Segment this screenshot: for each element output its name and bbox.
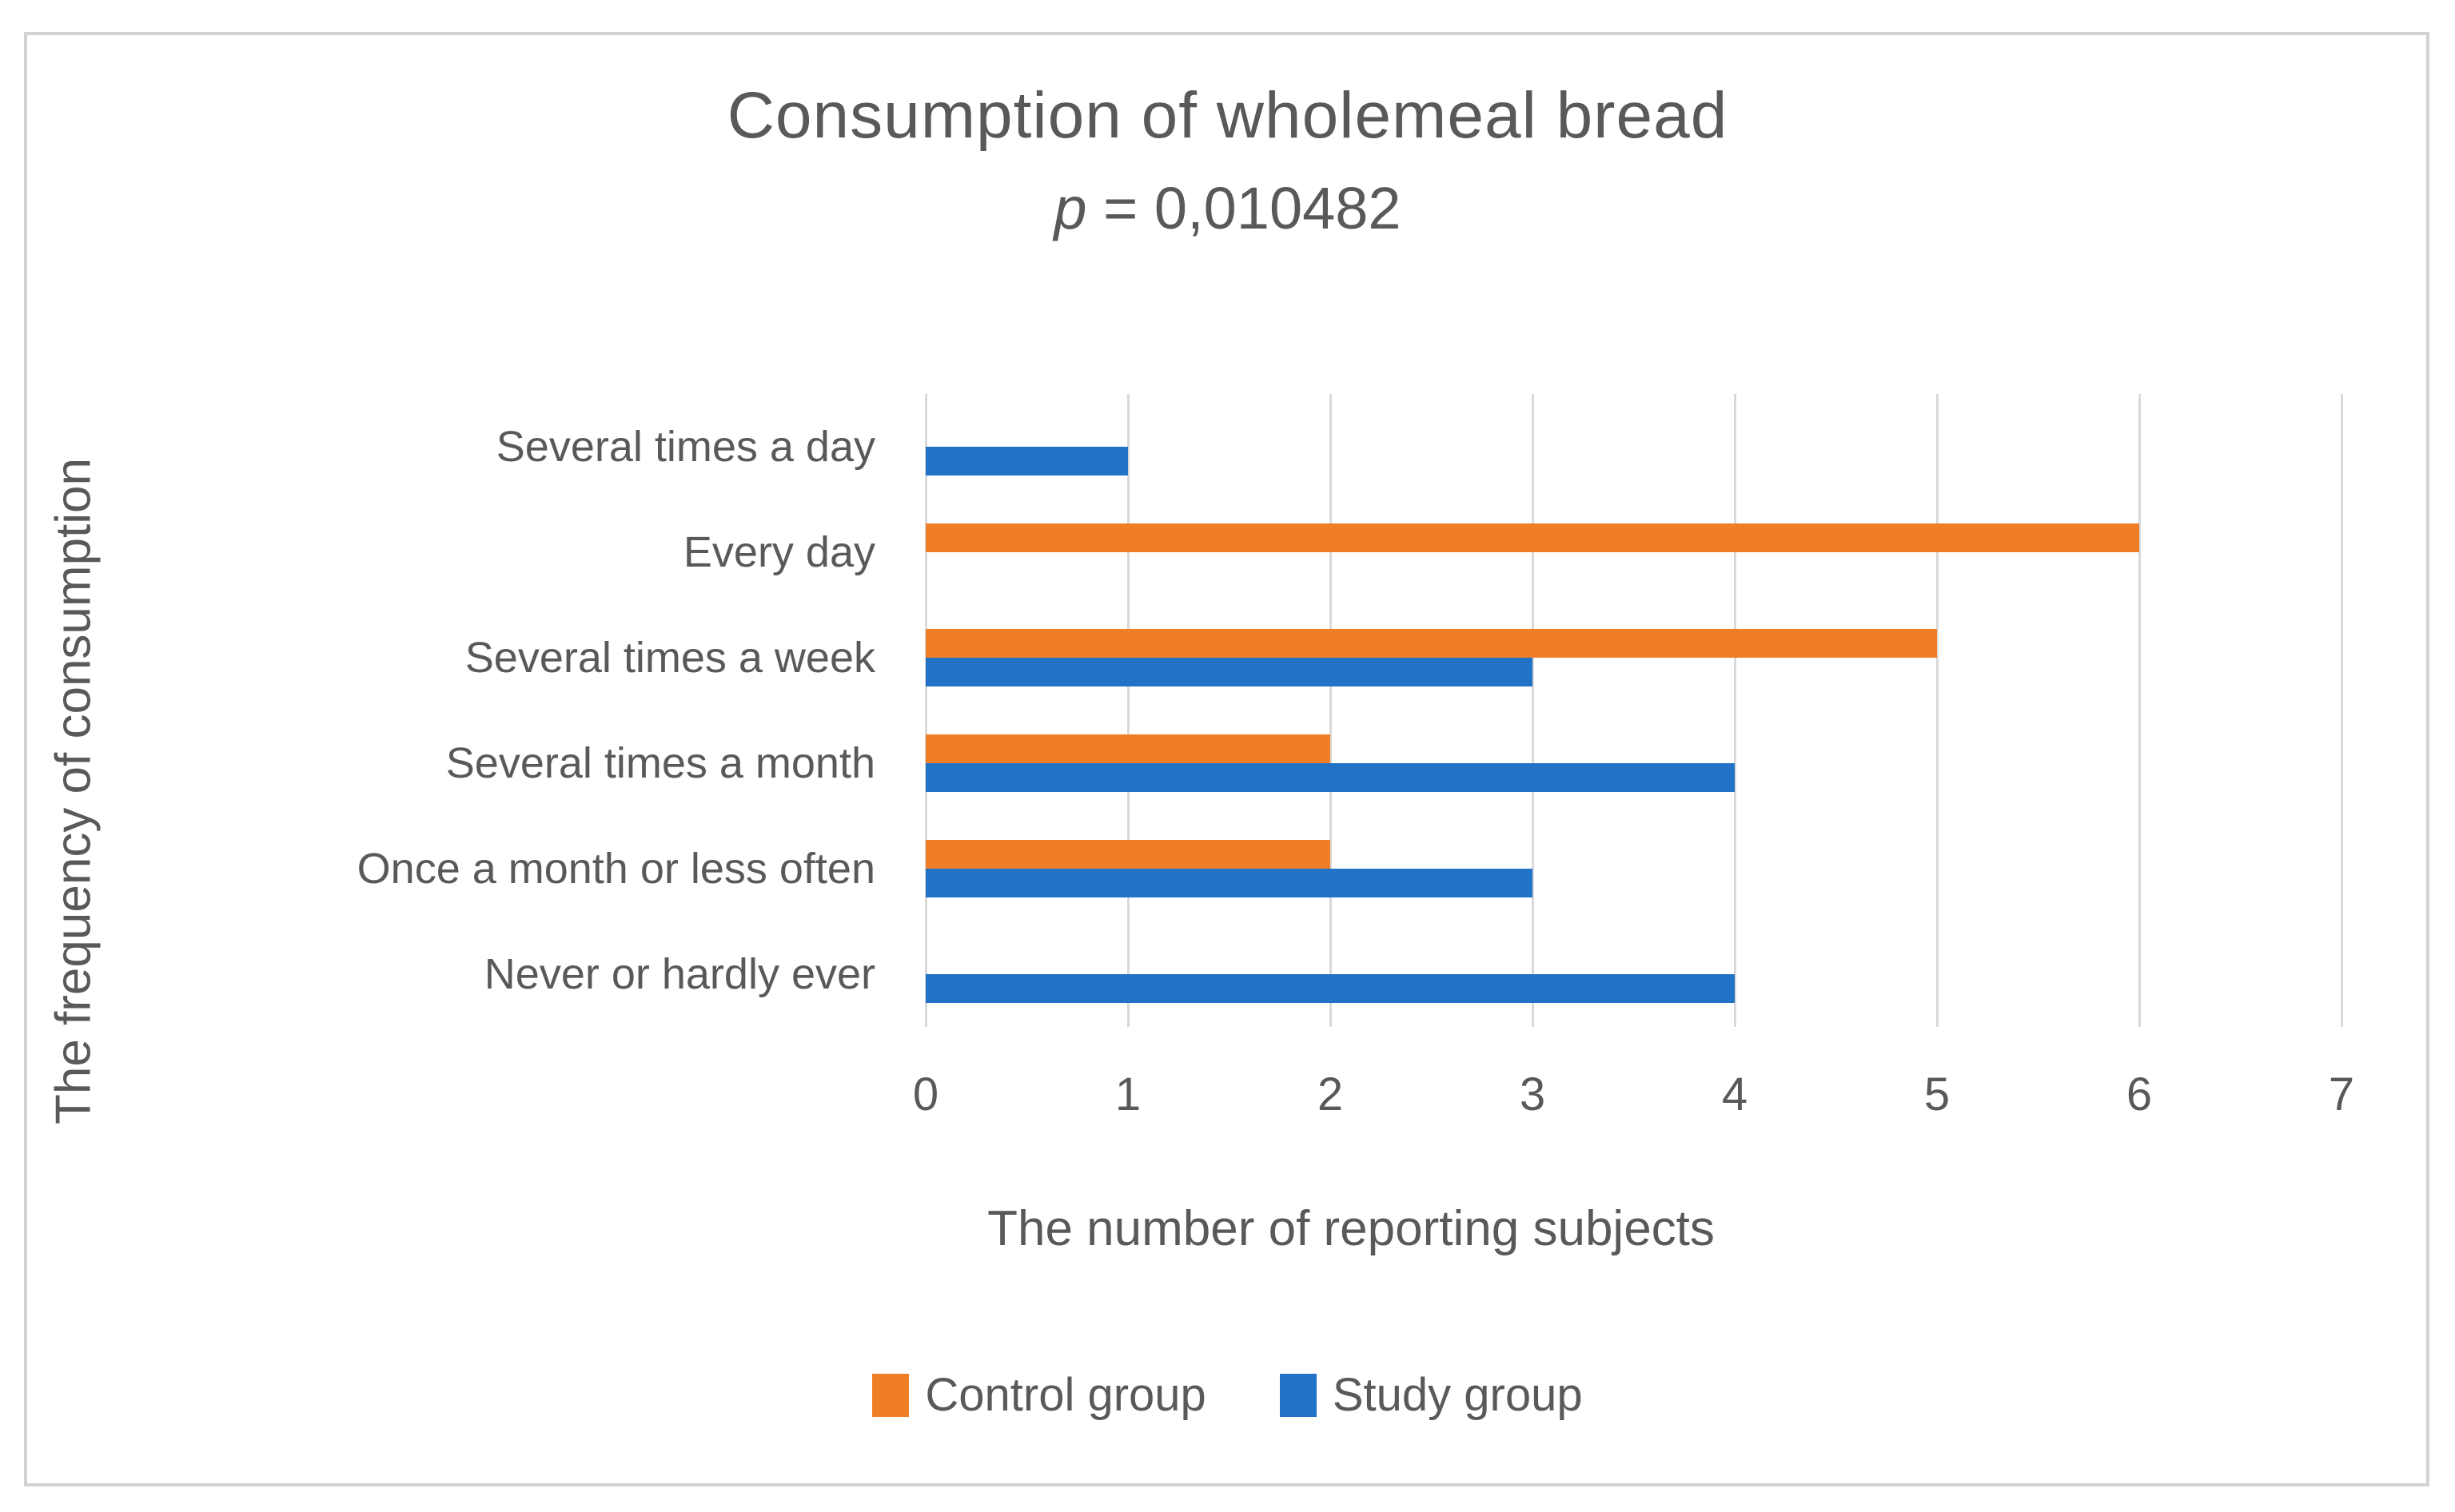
x-axis-ticks: 0 1 2 3 4 5 6 7 [913, 1068, 2354, 1124]
gridline-x4 [1734, 394, 1736, 1027]
chart-title: Consumption of wholemeal bread [727, 79, 1728, 152]
gridline-x5 [1936, 394, 1939, 1027]
y-axis-title: The frequency of consumption [46, 457, 102, 1125]
x-tick-label-1: 1 [1114, 1068, 1142, 1120]
study-bar-3 [926, 763, 1735, 792]
p-value-symbol: p [1054, 175, 1087, 242]
gridline-x7 [2341, 394, 2343, 1027]
category-label-4: Once a month or less often [357, 845, 875, 893]
legend-label-control-group: Control group [925, 1369, 1206, 1421]
legend-item-study-group: Study group [1279, 1368, 1583, 1422]
x-axis-title: The number of reporting subjects [987, 1201, 1715, 1256]
study-bar-0 [926, 447, 1128, 475]
category-label-0: Several times a day [496, 423, 875, 471]
x-tick-label-7: 7 [2328, 1068, 2355, 1120]
x-tick-label-6: 6 [2126, 1068, 2153, 1120]
category-axis-labels: Several times a day Every day Several time… [120, 394, 875, 1027]
gridline-x2 [1329, 394, 1332, 1027]
control-bar-4 [926, 840, 1330, 869]
plot-area [925, 394, 2343, 1027]
legend-label-study-group: Study group [1332, 1369, 1583, 1421]
category-label-3: Several times a month [445, 739, 875, 787]
title-block: Consumption of wholemeal bread p = 0,010… [0, 77, 2455, 241]
x-tick-label-0: 0 [912, 1068, 939, 1120]
gridline-x0 [925, 394, 927, 1027]
study-bar-5 [926, 974, 1735, 1003]
gridline-x6 [2138, 394, 2141, 1027]
gridline-x3 [1532, 394, 1534, 1027]
x-tick-label-2: 2 [1317, 1068, 1344, 1120]
study-bar-4 [926, 869, 1532, 897]
p-value-text: = 0,010482 [1086, 175, 1401, 242]
control-bar-2 [926, 629, 1937, 658]
category-label-5: Never or hardly ever [484, 950, 875, 998]
chart-subtitle: p = 0,010482 [0, 176, 2455, 241]
category-label-2: Several times a week [464, 634, 875, 682]
x-tick-label-3: 3 [1519, 1068, 1546, 1120]
x-tick-label-5: 5 [1923, 1068, 1951, 1120]
legend-item-control-group: Control group [872, 1368, 1206, 1422]
control-bar-3 [926, 734, 1330, 763]
x-tick-label-4: 4 [1721, 1068, 1748, 1120]
legend-swatch-control-group [872, 1373, 910, 1417]
legend: Control group Study group [0, 1368, 2455, 1422]
legend-swatch-study-group [1279, 1373, 1317, 1417]
control-bar-1 [926, 523, 2139, 552]
gridline-x1 [1127, 394, 1130, 1027]
category-label-1: Every day [683, 528, 875, 576]
study-bar-2 [926, 658, 1532, 686]
